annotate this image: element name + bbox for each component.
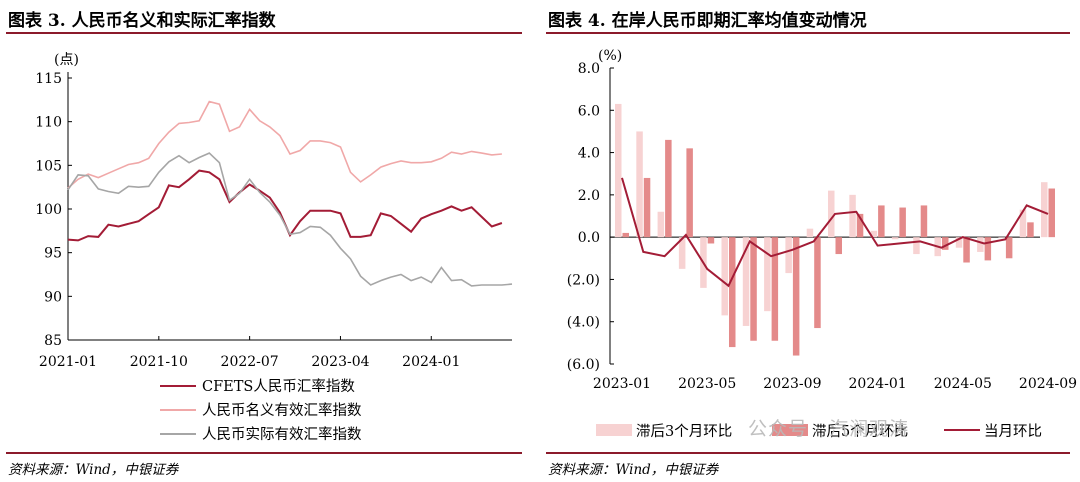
left-line-chart: 85 90 95 100 105 110 115 (点) 2021-01 2021-10 2022-… (35, 52, 513, 443)
right-bar-lag5 (856, 213, 864, 238)
left-y-tick-label: 95 (44, 246, 62, 262)
right-source-note: 资料来源：Wind，中银证券 (548, 462, 719, 478)
right-y-tick-label: 4.0 (578, 146, 600, 162)
right-x-tick-label: 2024-05 (934, 376, 992, 392)
right-source-rule (546, 452, 1070, 454)
right-legend-label-lag3: 滞后3个月环比 (636, 423, 732, 440)
right-series-line-current (621, 177, 1049, 288)
right-chart-title: 图表 4. 在岸人民币即期汇率均值变动情况 (548, 11, 867, 31)
right-bar-lag3 (849, 194, 856, 238)
right-bar-lag3 (828, 190, 835, 238)
right-bar-lag3 (998, 237, 1005, 238)
left-y-tick-label: 90 (44, 289, 62, 305)
right-bar-lag5 (984, 237, 992, 261)
right-bar-lag5 (899, 207, 906, 238)
right-bar-lag5 (750, 237, 757, 341)
right-x-tick-label: 2023-09 (763, 376, 821, 392)
right-bar-lag3 (806, 228, 814, 238)
right-bar-lag5 (878, 205, 885, 238)
right-bar-lag5 (1027, 222, 1034, 238)
right-bar-lag3 (742, 237, 750, 326)
right-chart-panel: 图表 4. 在岸人民币即期汇率均值变动情况 8.0 6.0 4.0 2.0 0.0 (2.… (540, 0, 1080, 482)
left-y-tick-label: 115 (35, 71, 62, 87)
left-y-tick-label: 110 (35, 115, 62, 131)
right-bar-line-chart: 8.0 6.0 4.0 2.0 0.0 (2.0) (4.0) (6.0) (%) 2023-01… (567, 48, 1077, 440)
right-bar-lag5 (665, 139, 672, 238)
right-y-tick-label: (4.0) (567, 315, 600, 331)
left-legend-label-real: 人民币实际有效汇率指数 (202, 426, 362, 443)
right-bar-lag3 (913, 237, 920, 255)
right-title-rule (546, 32, 1070, 34)
left-chart-panel: 图表 3. 人民币名义和实际汇率指数 85 90 95 100 105 110 115 (点)… (0, 0, 532, 482)
right-legend-label-lag5: 滞后5个月环比 (812, 423, 908, 440)
right-bar-lag5 (686, 148, 693, 238)
left-series-line-cfets (67, 169, 503, 242)
right-bar-lag3 (891, 237, 899, 240)
right-bar-lag3 (678, 237, 686, 269)
right-bar-lag3 (1019, 209, 1027, 238)
left-chart-title: 图表 3. 人民币名义和实际汇率指数 (8, 11, 276, 31)
watermark-text: 公众号 · 汽澜观涛 (748, 418, 910, 440)
left-x-tick-label: 2024-01 (402, 354, 460, 370)
right-x-tick-label: 2023-05 (678, 376, 736, 392)
right-bar-lag3 (785, 237, 792, 274)
left-series-line-nominal (67, 100, 502, 189)
left-source-note: 资料来源：Wind，中银证券 (8, 462, 179, 478)
right-bar-lag3 (1041, 182, 1048, 238)
right-bar-lag5 (622, 232, 629, 238)
right-bar-lag3 (657, 211, 665, 238)
right-y-tick-label: 8.0 (578, 61, 600, 77)
right-bar-lag5 (729, 237, 736, 348)
right-bar-lag3 (764, 237, 771, 312)
left-legend-label-nominal: 人民币名义有效汇率指数 (202, 402, 362, 419)
left-x-tick-label: 2023-04 (311, 354, 369, 370)
right-legend-swatch-lag3 (596, 424, 632, 436)
right-bar-lag5 (1005, 237, 1013, 259)
right-x-tick-label: 2024-09 (1019, 376, 1077, 392)
right-legend-swatch-lag5 (772, 424, 808, 436)
right-bar-lag3 (721, 237, 728, 316)
right-x-tick-label: 2023-01 (593, 376, 651, 392)
left-title-rule (6, 32, 522, 34)
right-y-tick-label: (2.0) (567, 272, 600, 288)
left-source-rule (6, 452, 522, 454)
left-y-tick-label: 100 (35, 202, 62, 218)
right-bar-lag3 (977, 237, 984, 252)
right-y-axis-label: (%) (598, 48, 622, 64)
right-bar-lag5 (792, 237, 800, 356)
right-bar-lag3 (955, 237, 963, 248)
left-x-tick-label: 2021-01 (39, 354, 97, 370)
right-bar-lag5 (707, 237, 715, 244)
left-x-tick-label: 2021-10 (130, 354, 188, 370)
right-y-tick-label: 2.0 (578, 188, 600, 204)
right-bar-lag5 (942, 237, 949, 250)
right-bar-lag5 (963, 237, 970, 263)
right-bar-lag5 (771, 237, 779, 341)
right-bar-lag5 (643, 177, 651, 238)
right-bar-lag3 (636, 131, 643, 238)
right-bar-lag5 (920, 205, 928, 238)
right-bar-lag5 (835, 237, 842, 255)
right-bar-lag5 (814, 237, 821, 329)
left-legend-label-cfets: CFETS人民币汇率指数 (202, 378, 355, 395)
right-y-tick-label: 0.0 (578, 230, 600, 246)
right-y-tick-label: (6.0) (567, 357, 600, 373)
left-y-tick-label: 85 (44, 333, 62, 349)
right-x-tick-label: 2024-01 (849, 376, 907, 392)
right-bar-lag3 (870, 230, 878, 238)
left-series-line-real (67, 152, 513, 287)
right-bar-lag3 (615, 103, 622, 238)
right-y-tick-label: 6.0 (578, 103, 600, 119)
left-y-axis-label: (点) (54, 52, 79, 68)
left-x-tick-label: 2022-07 (221, 354, 279, 370)
right-bar-lag5 (1048, 188, 1055, 238)
right-legend-label-current: 当月环比 (984, 423, 1042, 440)
left-y-tick-label: 105 (35, 158, 62, 174)
